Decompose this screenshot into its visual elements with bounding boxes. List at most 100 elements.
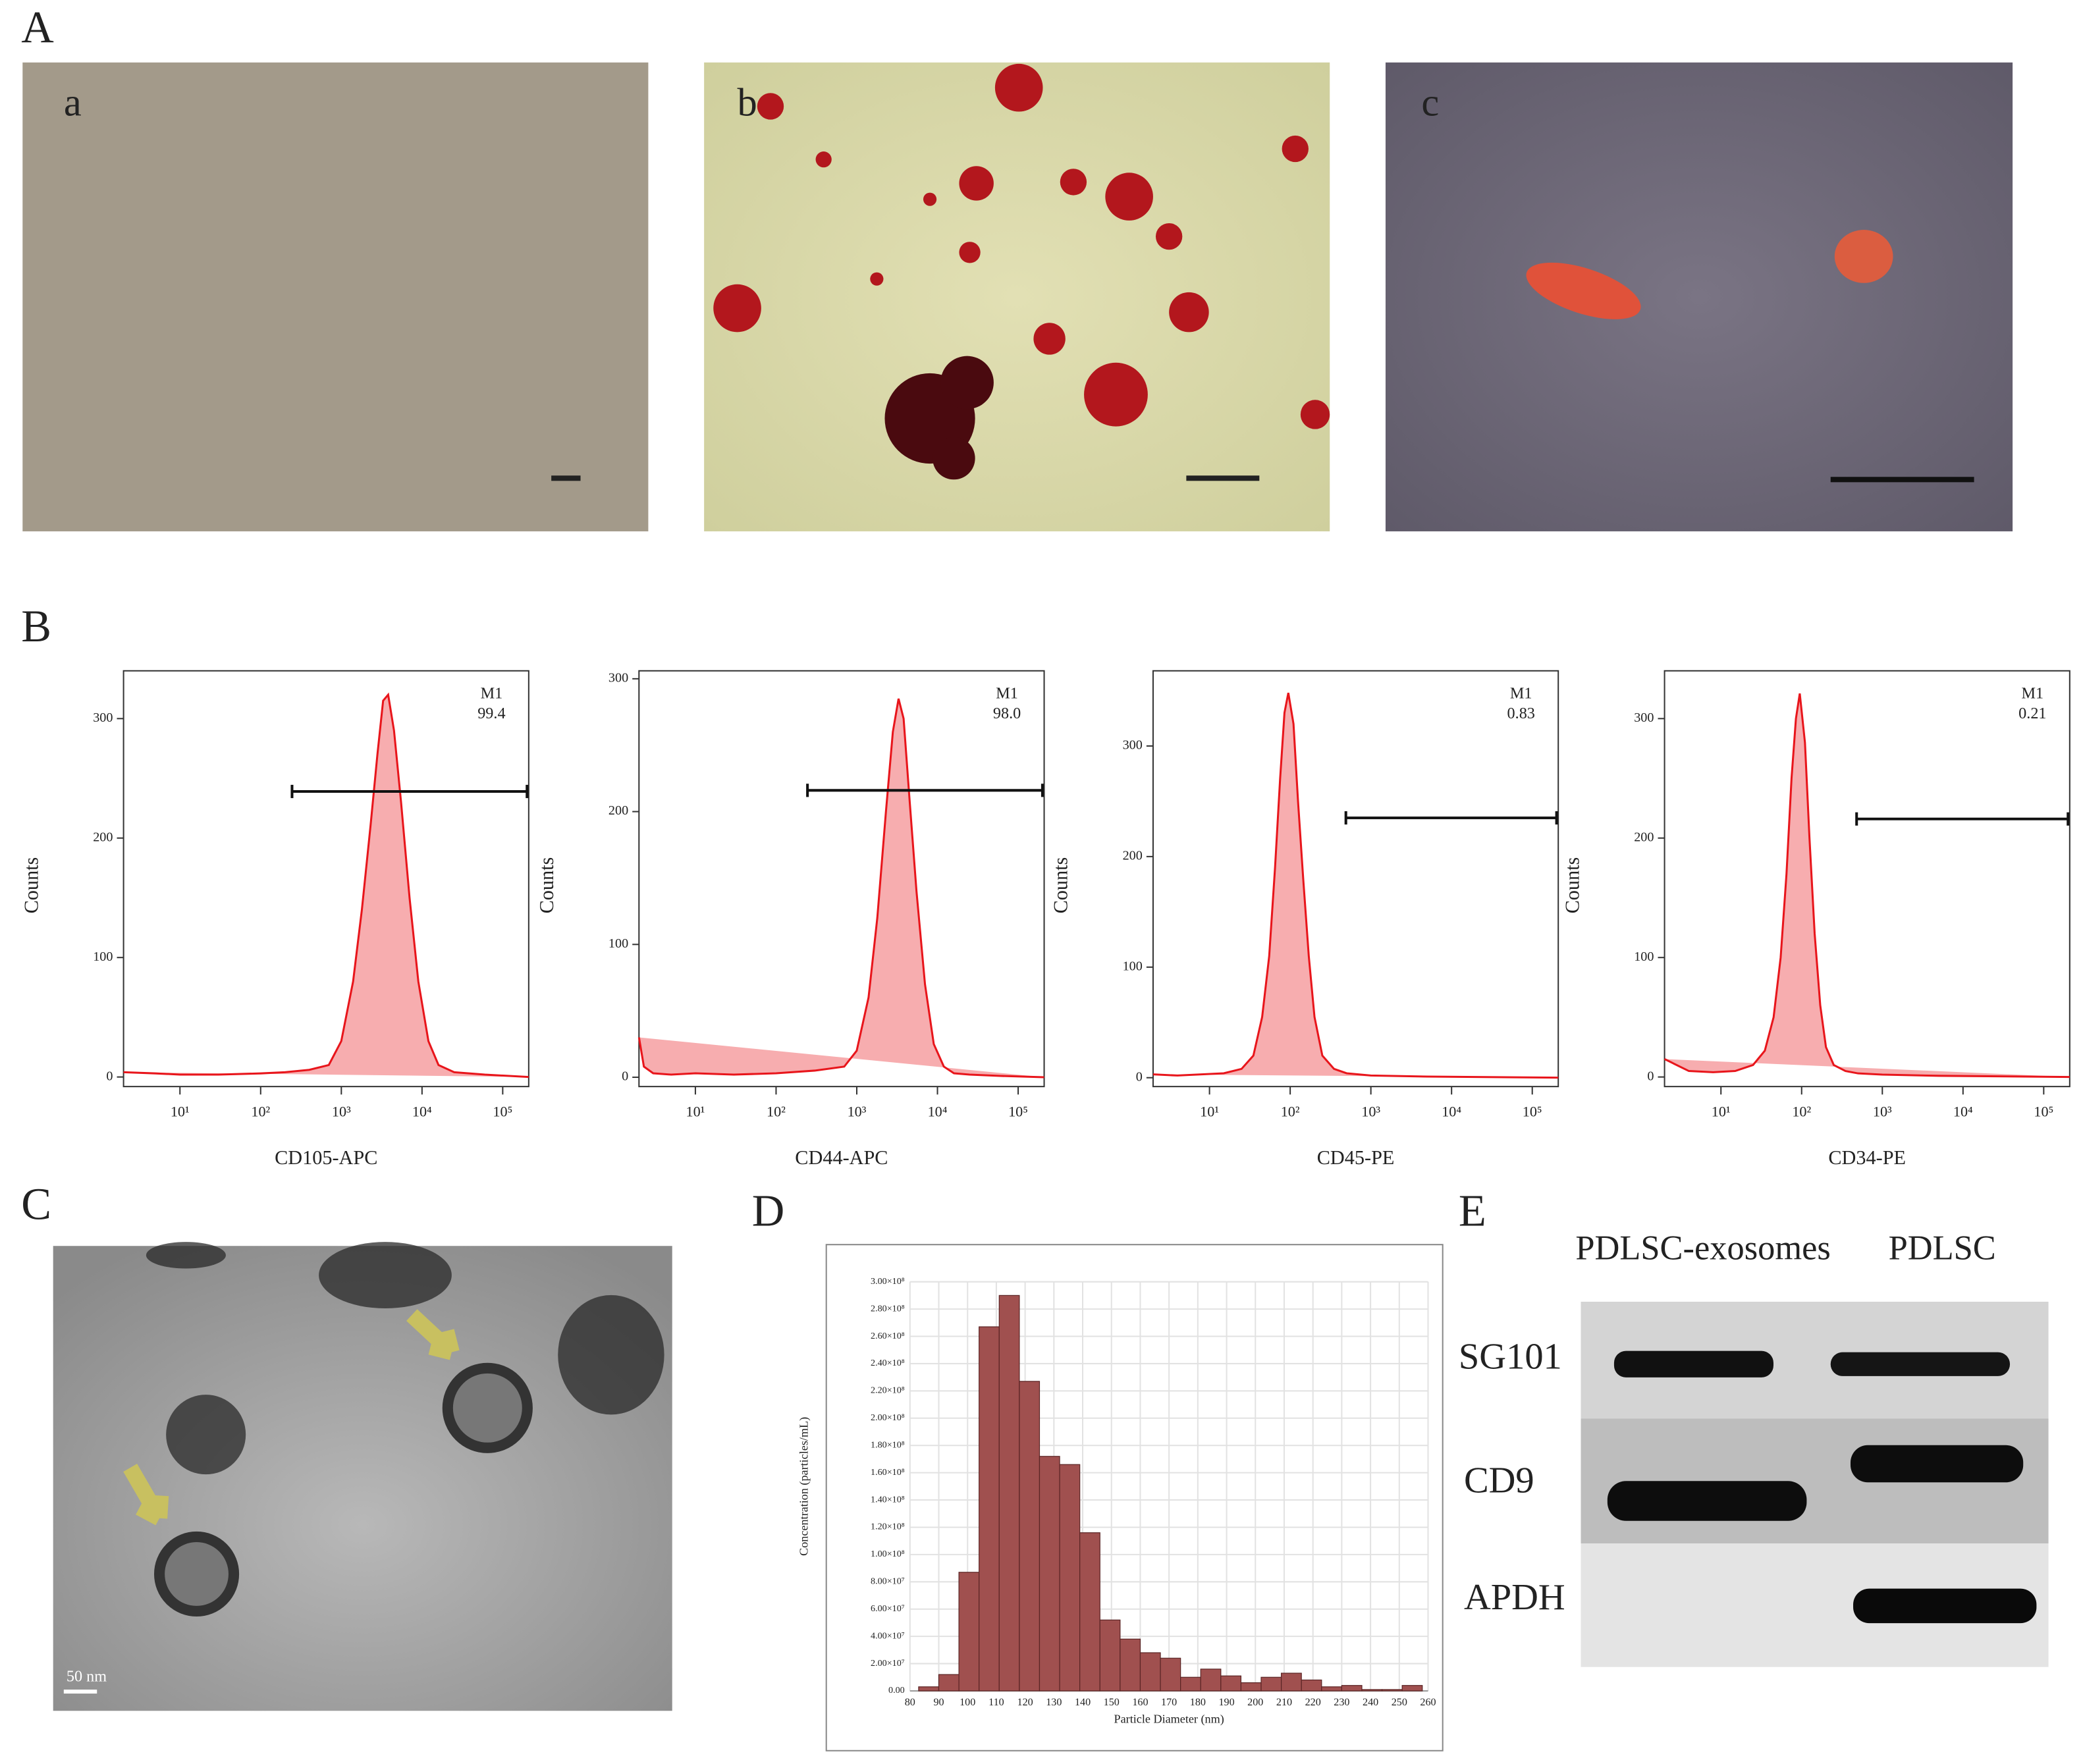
x-tick-label: 10¹ [1712, 1104, 1731, 1120]
bar [1260, 1676, 1282, 1692]
micrograph [704, 62, 1330, 531]
bar [1079, 1532, 1100, 1692]
y-tick-label: 300 [609, 670, 628, 685]
x-tick-label: 10³ [1873, 1104, 1892, 1120]
gate-value: 98.0 [993, 705, 1021, 722]
y-axis-label: Counts [1561, 857, 1583, 914]
bar [918, 1686, 940, 1692]
bar [1301, 1679, 1322, 1692]
y-tick-label: 0 [622, 1069, 628, 1084]
micrograph [1385, 62, 2013, 531]
bar [1120, 1638, 1141, 1692]
x-axis-label: Particle Diameter (nm) [1114, 1713, 1224, 1726]
image-label: a [64, 80, 82, 124]
gate-label: M1 [2022, 685, 2044, 703]
y-tick-label: 0 [1136, 1069, 1143, 1084]
panel-label: C [21, 1179, 51, 1229]
blot-band [1850, 1445, 2024, 1483]
y-tick-label: 0.00 [888, 1685, 905, 1696]
histogram-curve [637, 698, 1044, 1079]
x-tick-label: 160 [1132, 1697, 1148, 1708]
bar [1341, 1685, 1363, 1692]
image-label: b [738, 80, 757, 124]
y-tick-label: 0 [106, 1069, 113, 1083]
scale-bar [1830, 477, 1974, 483]
y-tick-label: 300 [93, 710, 113, 725]
x-tick-label: 150 [1104, 1697, 1120, 1708]
y-axis-label: Concentration (particles/mL) [798, 1417, 811, 1556]
x-tick-label: 230 [1334, 1697, 1349, 1708]
x-axis-label: CD44-APC [795, 1146, 888, 1169]
blot-band [1830, 1352, 2011, 1376]
x-tick-label: 10⁵ [493, 1104, 512, 1120]
x-tick-label: 100 [960, 1697, 975, 1708]
x-tick-label: 10⁴ [412, 1104, 432, 1120]
y-tick-label: 2.40×10⁸ [871, 1358, 905, 1368]
x-tick-label: 90 [933, 1697, 944, 1708]
stain-spot [1834, 230, 1893, 283]
blot-band [1607, 1481, 1807, 1521]
scale-bar [1186, 475, 1260, 481]
y-tick-label: 1.60×10⁸ [871, 1467, 905, 1478]
gate-label: M1 [996, 685, 1018, 703]
arrow [406, 1309, 460, 1360]
gate-label: M1 [481, 685, 503, 703]
stain-spots [713, 63, 1330, 429]
x-tick-label: 10² [767, 1104, 786, 1120]
bar [1281, 1672, 1302, 1692]
x-tick-label: 180 [1190, 1697, 1206, 1708]
panel-label: A [21, 2, 54, 52]
x-tick-label: 250 [1392, 1697, 1407, 1708]
vesicle [153, 1531, 240, 1617]
bar [1361, 1689, 1383, 1692]
x-tick-label: 190 [1218, 1697, 1234, 1708]
bar [1180, 1676, 1201, 1692]
gate-label: M1 [1510, 685, 1532, 703]
bar [998, 1295, 1020, 1692]
x-tick-label: 10² [251, 1104, 270, 1120]
y-tick-label: 1.20×10⁸ [871, 1522, 905, 1532]
y-tick-label: 1.00×10⁸ [871, 1549, 905, 1559]
x-tick-label: 170 [1161, 1697, 1177, 1708]
histogram-curve [1152, 692, 1559, 1079]
stain-spot [1526, 262, 1641, 319]
x-tick-label: 240 [1363, 1697, 1378, 1708]
histogram-curve [1664, 693, 2070, 1079]
y-tick-label: 100 [609, 936, 628, 951]
bar [979, 1326, 1000, 1692]
bar [1039, 1456, 1060, 1692]
y-tick-label: 300 [1123, 738, 1143, 753]
gate-value: 99.4 [477, 705, 505, 722]
y-tick-label: 200 [93, 830, 113, 844]
y-tick-label: 3.00×10⁸ [871, 1276, 905, 1287]
x-tick-label: 260 [1420, 1697, 1436, 1708]
x-tick-label: 10⁵ [1008, 1104, 1028, 1120]
x-tick-label: 110 [988, 1697, 1004, 1708]
x-tick-label: 120 [1017, 1697, 1033, 1708]
x-tick-label: 10³ [1361, 1104, 1380, 1120]
x-tick-label: 10¹ [686, 1104, 705, 1120]
y-tick-label: 0 [1647, 1069, 1654, 1083]
column-label: PDLSC-exosomes [1575, 1229, 1830, 1267]
x-tick-label: 10¹ [171, 1104, 190, 1120]
plot-frame [122, 670, 529, 1088]
bar [1139, 1652, 1161, 1692]
x-tick-label: 140 [1075, 1697, 1091, 1708]
y-tick-label: 200 [1634, 830, 1654, 844]
y-axis-label: Counts [20, 857, 42, 914]
x-axis-label: CD34-PE [1828, 1146, 1906, 1169]
bar [938, 1674, 960, 1692]
x-tick-label: 220 [1305, 1697, 1321, 1708]
x-tick-label: 10⁵ [1523, 1104, 1542, 1120]
plot-frame [1664, 670, 2070, 1088]
panel-label: B [21, 601, 51, 651]
x-tick-label: 200 [1247, 1697, 1263, 1708]
y-tick-label: 2.20×10⁸ [871, 1385, 905, 1396]
panel-label: E [1459, 1186, 1486, 1236]
scale-bar-label: 50 nm [67, 1667, 107, 1685]
bar [1321, 1686, 1342, 1692]
panel-label: D [752, 1186, 785, 1236]
blot-band [1613, 1350, 1773, 1377]
x-tick-label: 10⁴ [1953, 1104, 1973, 1120]
stain-cluster [884, 356, 994, 480]
